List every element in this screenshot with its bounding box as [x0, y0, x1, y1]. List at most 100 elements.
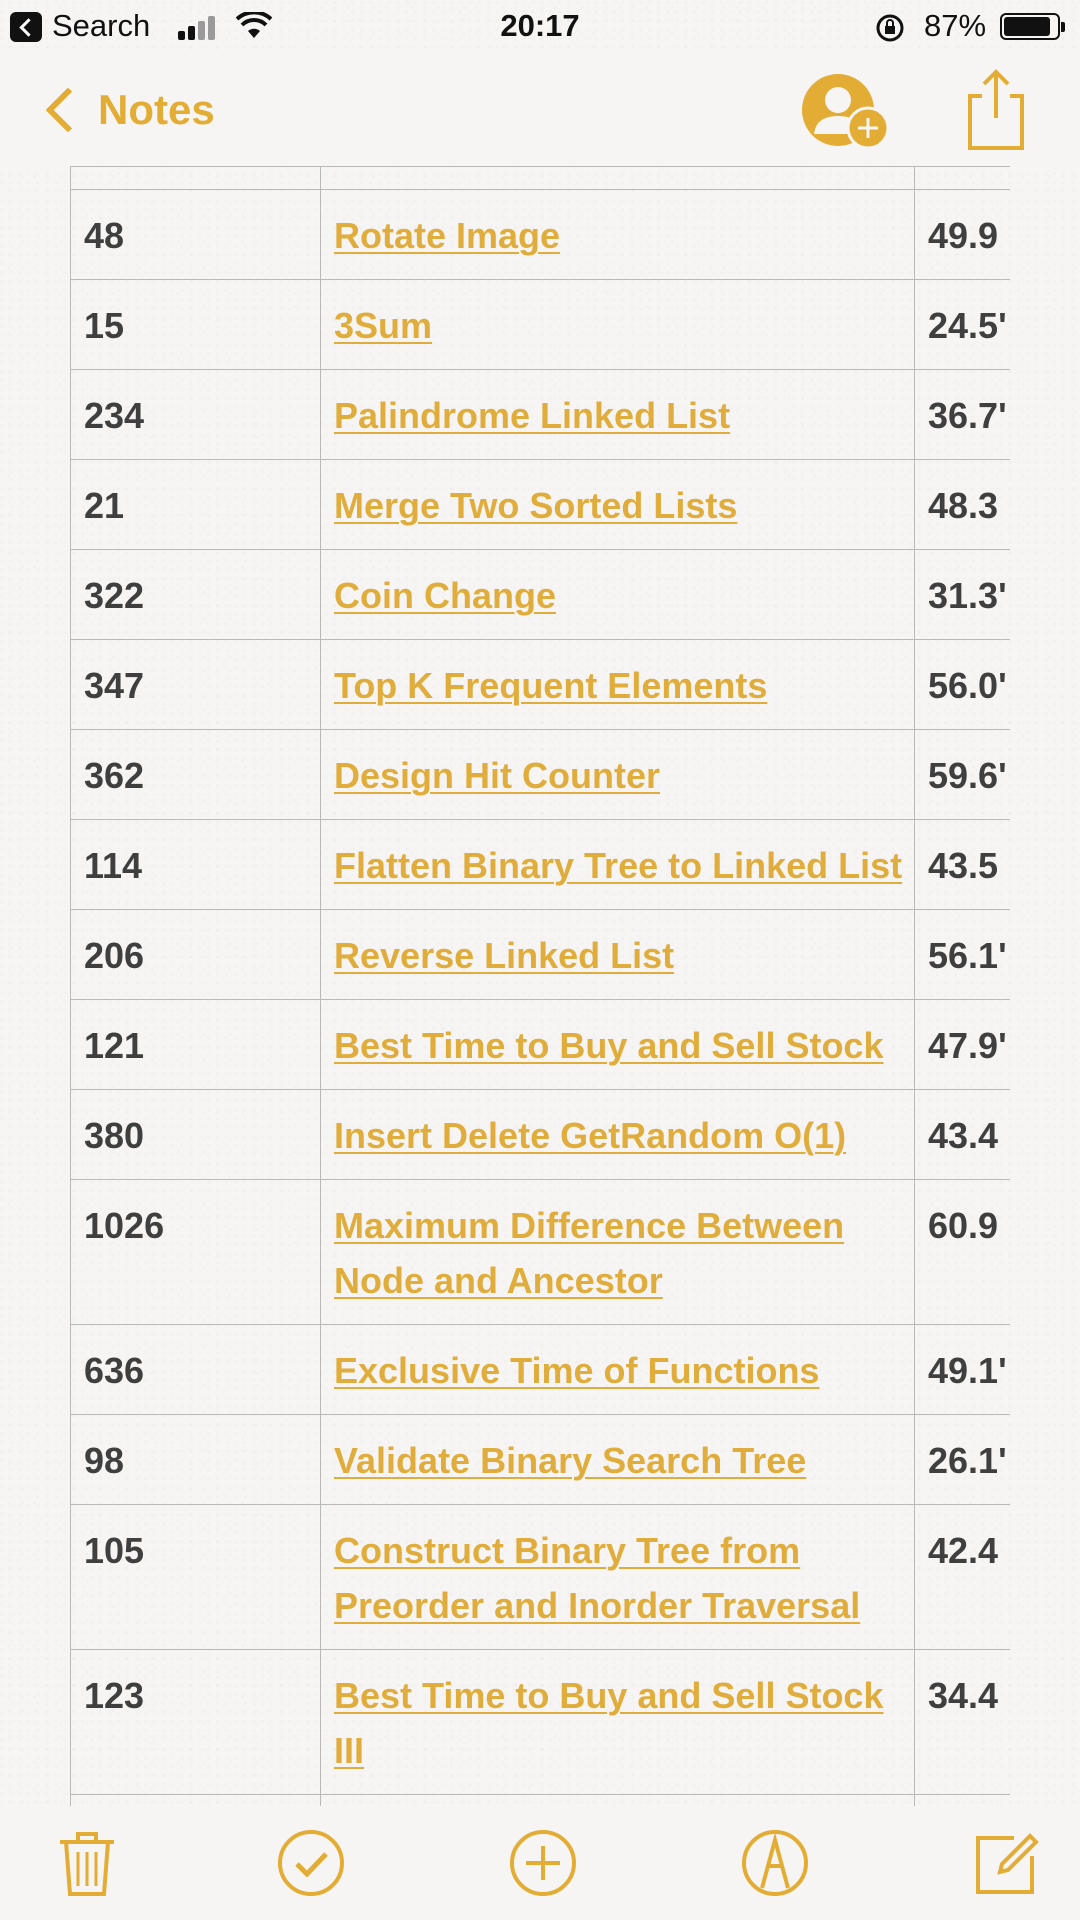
back-button-label: Notes	[98, 86, 215, 133]
table-row: 636 Exclusive Time of Functions 49.1'	[70, 1324, 1010, 1415]
acceptance-rate: 43.4	[914, 1089, 1010, 1180]
problem-link[interactable]: Reverse Linked List	[334, 935, 675, 976]
problem-title-cell: Exclusive Time of Functions	[320, 1324, 915, 1415]
table-row: 105 Construct Binary Tree from Preorder a…	[70, 1504, 1010, 1650]
table-row: 206 Reverse Linked List 56.1'	[70, 909, 1010, 1000]
chevron-left-icon	[45, 87, 91, 133]
problem-number: 98	[70, 1414, 321, 1505]
problem-title-cell: Merge Two Sorted Lists	[320, 459, 915, 550]
problem-link[interactable]: Coin Change	[334, 575, 556, 616]
share-icon[interactable]	[964, 66, 1028, 152]
problem-number: 1026	[70, 1179, 321, 1325]
back-to-app-icon[interactable]	[10, 12, 42, 42]
problem-link[interactable]: Best Time to Buy and Sell Stock III	[334, 1675, 884, 1771]
wifi-icon	[236, 12, 272, 38]
status-time: 20:17	[500, 8, 580, 43]
acceptance-rate: 26.1'	[914, 1414, 1010, 1505]
problem-number: 21	[70, 459, 321, 550]
problem-title-cell: Top K Frequent Elements	[320, 639, 915, 730]
problem-title-cell: Best Time to Buy and Sell Stock III	[320, 1649, 915, 1795]
battery-icon	[1000, 13, 1065, 40]
acceptance-rate: 36.7'	[914, 369, 1010, 460]
problem-title-cell: Flatten Binary Tree to Linked List	[320, 819, 915, 910]
problem-link[interactable]: Palindrome Linked List	[334, 395, 731, 436]
problem-link[interactable]: Rotate Image	[334, 215, 561, 256]
problem-link[interactable]: Exclusive Time of Functions	[334, 1350, 820, 1391]
add-icon[interactable]	[508, 1828, 578, 1898]
problem-number: 48	[70, 189, 321, 280]
problem-link[interactable]: 3Sum	[334, 305, 433, 346]
problem-number: 347	[70, 639, 321, 730]
problem-title-cell: Validate Binary Search Tree	[320, 1414, 915, 1505]
table-row: 380 Insert Delete GetRandom O(1) 43.4	[70, 1089, 1010, 1180]
back-to-app-label[interactable]: Search	[52, 8, 151, 43]
problem-number: 636	[70, 1324, 321, 1415]
acceptance-rate: 34.4	[914, 1649, 1010, 1795]
acceptance-rate: 43.5	[914, 819, 1010, 910]
compose-icon[interactable]	[970, 1828, 1040, 1898]
problem-title-cell: Design Hit Counter	[320, 729, 915, 820]
acceptance-rate: 47.9'	[914, 999, 1010, 1090]
problem-number: 322	[70, 549, 321, 640]
problem-title-cell: Longest Substring Without Repeating Char…	[320, 1794, 915, 1806]
problem-title-cell: Best Time to Buy and Sell Stock	[320, 999, 915, 1090]
problem-link[interactable]: Flatten Binary Tree to Linked List	[334, 845, 903, 886]
problem-number: 114	[70, 819, 321, 910]
acceptance-rate: 42.4	[914, 1504, 1010, 1650]
navigation-bar: Notes	[0, 54, 1080, 166]
table-row: 98 Validate Binary Search Tree 26.1'	[70, 1414, 1010, 1505]
trash-icon[interactable]	[52, 1828, 122, 1898]
problem-number: 362	[70, 729, 321, 820]
problem-title-cell: Coin Change	[320, 549, 915, 640]
table-row: 123 Best Time to Buy and Sell Stock III 34…	[70, 1649, 1010, 1795]
problem-link[interactable]: Best Time to Buy and Sell Stock	[334, 1025, 884, 1066]
acceptance-rate: 56.1'	[914, 909, 1010, 1000]
problem-number: 15	[70, 279, 321, 370]
note-table: 48 Rotate Image 49.9 15 3Sum 24.5' 234 Palindro…	[70, 166, 1010, 1806]
acceptance-rate: 48.3	[914, 459, 1010, 550]
table-row: 21 Merge Two Sorted Lists 48.3	[70, 459, 1010, 550]
table-row: 347 Top K Frequent Elements 56.0'	[70, 639, 1010, 730]
status-bar: Search 20:17 87%	[0, 0, 1080, 54]
checklist-icon[interactable]	[276, 1828, 346, 1898]
problem-title-cell: Insert Delete GetRandom O(1)	[320, 1089, 915, 1180]
cellular-signal-icon	[178, 14, 224, 40]
problem-link[interactable]: Design Hit Counter	[334, 755, 661, 796]
table-row: 48 Rotate Image 49.9	[70, 189, 1010, 280]
battery-percent: 87%	[924, 8, 987, 43]
acceptance-rate: 49.9	[914, 189, 1010, 280]
problem-link[interactable]: Top K Frequent Elements	[334, 665, 768, 706]
problem-title-cell: Reverse Linked List	[320, 909, 915, 1000]
problem-title-cell: 3Sum	[320, 279, 915, 370]
back-button[interactable]: Notes	[38, 82, 215, 138]
table-row: 322 Coin Change 31.3'	[70, 549, 1010, 640]
table-row: 15 3Sum 24.5'	[70, 279, 1010, 370]
problem-link[interactable]: Construct Binary Tree from Preorder and …	[334, 1530, 861, 1626]
problem-title-cell: Rotate Image	[320, 189, 915, 280]
table-row: 3Longest Substring Without Repeating Cha…	[70, 1794, 1010, 1806]
table-row: 121 Best Time to Buy and Sell Stock 47.9'	[70, 999, 1010, 1090]
problem-link[interactable]: Validate Binary Search Tree	[334, 1440, 807, 1481]
problem-title-cell: Palindrome Linked List	[320, 369, 915, 460]
acceptance-rate: 59.6'	[914, 729, 1010, 820]
table-row: 362 Design Hit Counter 59.6'	[70, 729, 1010, 820]
problem-number: 121	[70, 999, 321, 1090]
problem-title-cell: Maximum Difference Between Node and Ance…	[320, 1179, 915, 1325]
markup-icon[interactable]	[740, 1828, 810, 1898]
problem-number: 123	[70, 1649, 321, 1795]
problem-link[interactable]: Merge Two Sorted Lists	[334, 485, 738, 526]
add-people-icon[interactable]	[800, 72, 892, 152]
orientation-lock-icon	[876, 14, 904, 42]
acceptance-rate: 60.9	[914, 1179, 1010, 1325]
problem-number: 105	[70, 1504, 321, 1650]
problem-link[interactable]: Maximum Difference Between Node and Ance…	[334, 1205, 845, 1301]
acceptance-rate: 24.5'	[914, 279, 1010, 370]
table-row: 1026 Maximum Difference Between Node and …	[70, 1179, 1010, 1325]
bottom-toolbar	[0, 1806, 1080, 1920]
acceptance-rate: 56.0'	[914, 639, 1010, 730]
problem-number: 380	[70, 1089, 321, 1180]
problem-link[interactable]: Insert Delete GetRandom O(1)	[334, 1115, 847, 1156]
problem-number: 234	[70, 369, 321, 460]
problem-number: 206	[70, 909, 321, 1000]
acceptance-rate: 49.1'	[914, 1324, 1010, 1415]
